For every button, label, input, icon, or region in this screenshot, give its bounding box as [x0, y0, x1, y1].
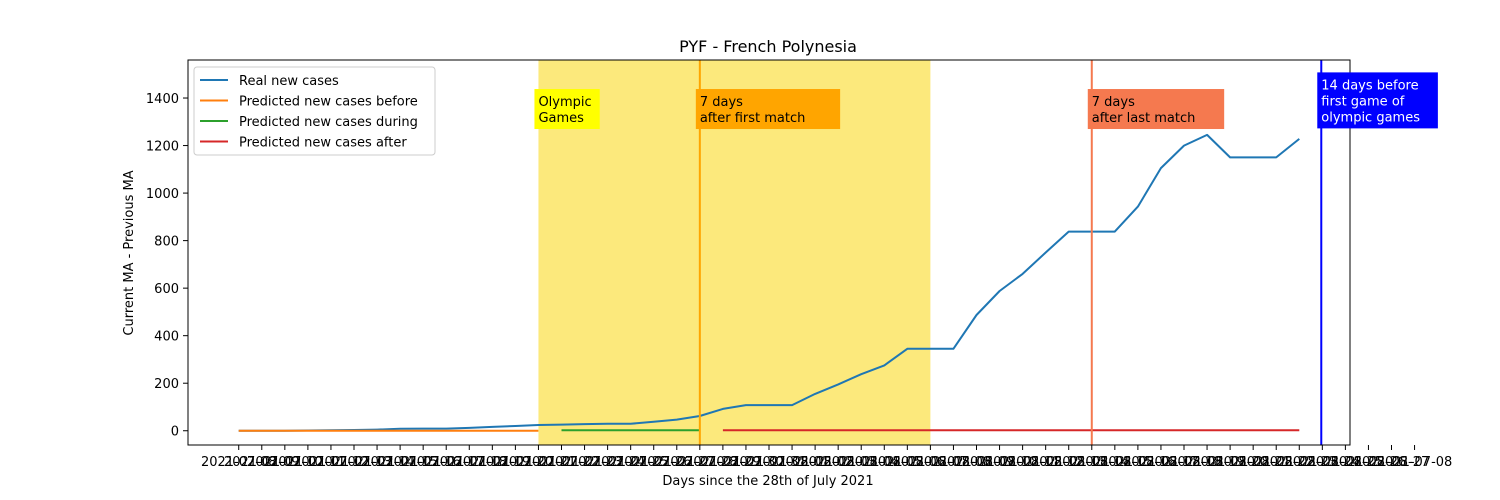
y-tick-label-7: 1400	[146, 92, 179, 107]
x-tick-label-48: 2021-08-25	[1308, 455, 1384, 470]
chart-title: PYF - French Polynesia	[679, 37, 857, 56]
legend-label-3: Predicted new cases after	[239, 136, 407, 151]
plot-area: 02004006008001000120014002021-07-082021-…	[146, 59, 1453, 470]
annotation-text-0-1: Games	[538, 111, 584, 126]
x-tick-label-27: 2021-08-04	[823, 455, 899, 470]
annotation-text-3-0: 14 days before	[1321, 78, 1418, 93]
legend: Real new cases Predicted new cases before…	[193, 66, 436, 156]
annotation-text-2-0: 7 days	[1092, 95, 1135, 110]
x-axis-label: Days since the 28th of July 2021	[662, 474, 873, 489]
y-tick-label-1: 200	[154, 377, 179, 392]
x-tick-label-47: 2021-08-24	[1285, 455, 1361, 470]
legend-label-2: Predicted new cases during	[239, 115, 418, 130]
x-tick-label-13: 2021-07-21	[501, 455, 577, 470]
y-tick-label-3: 600	[154, 282, 179, 297]
x-tick-label-25: 2021-08-02	[777, 455, 853, 470]
x-tick-label-17: 2021-07-25	[593, 455, 669, 470]
x-tick-label-41: 2021-08-18	[1146, 455, 1222, 470]
x-tick-label-24: 2021-08-01	[754, 455, 830, 470]
x-tick-label-46: 2021-08-23	[1261, 455, 1337, 470]
y-tick-label-5: 1000	[146, 187, 179, 202]
annotation-text-1-1: after first match	[700, 111, 806, 126]
annotation-text-2-1: after last match	[1092, 111, 1196, 126]
annotation-box-2	[1087, 89, 1225, 130]
x-tick-label-36: 2021-08-13	[1031, 455, 1107, 470]
y-tick-label-4: 800	[154, 235, 179, 250]
x-tick-label-32: 2021-08-09	[939, 455, 1015, 470]
x-tick-label-19: 2021-07-27	[639, 455, 715, 470]
x-tick-label-44: 2021-08-21	[1215, 455, 1291, 470]
x-tick-label-29: 2021-08-06	[870, 455, 946, 470]
x-tick-label-20: 2021-07-28	[662, 455, 738, 470]
x-tick-label-6: 2021-07-14	[339, 455, 415, 470]
x-tick-label-33: 2021-08-10	[962, 455, 1038, 470]
x-tick-label-26: 2021-08-03	[800, 455, 876, 470]
x-tick-label-11: 2021-07-19	[455, 455, 531, 470]
legend-frame	[193, 66, 436, 156]
x-tick-label-40: 2021-08-17	[1123, 455, 1199, 470]
x-tick-label-15: 2021-07-23	[547, 455, 623, 470]
annotation-box-3	[1317, 72, 1438, 129]
x-tick-label-51: 2021-07-08	[1377, 455, 1453, 470]
x-tick-label-39: 2021-08-16	[1100, 455, 1176, 470]
x-tick-label-8: 2021-07-16	[385, 455, 461, 470]
x-tick-label-30: 2021-08-07	[893, 455, 969, 470]
x-tick-label-4: 2021-07-12	[293, 455, 369, 470]
y-axis-label: Current MA - Previous MA	[122, 170, 137, 335]
x-tick-label-22: 2021-07-30	[708, 455, 784, 470]
x-tick-label-37: 2021-08-14	[1054, 455, 1130, 470]
x-tick-label-28: 2021-08-05	[846, 455, 922, 470]
x-tick-label-10: 2021-07-18	[431, 455, 507, 470]
x-tick-label-50: 2021-08-27	[1354, 455, 1430, 470]
x-tick-label-0: 2021-07-08	[201, 455, 277, 470]
y-tick-label-6: 1200	[146, 140, 179, 155]
annotation-text-1-0: 7 days	[700, 95, 743, 110]
annotation-text-0-0: Olympic	[538, 95, 591, 110]
legend-label-0: Real new cases	[239, 74, 339, 89]
y-tick-label-2: 400	[154, 330, 179, 345]
legend-label-1: Predicted new cases before	[239, 95, 418, 110]
x-tick-label-21: 2021-07-29	[685, 455, 761, 470]
annotation-text-3-2: olympic games	[1321, 110, 1420, 125]
annotation-box-0	[534, 89, 600, 130]
x-tick-label-45: 2021-08-22	[1238, 455, 1314, 470]
x-tick-label-31: 2021-08-08	[916, 455, 992, 470]
x-tick-label-7: 2021-07-15	[362, 455, 438, 470]
x-tick-label-42: 2021-08-19	[1169, 455, 1245, 470]
x-tick-label-3: 2021-07-11	[270, 455, 346, 470]
x-tick-label-16: 2021-07-24	[570, 455, 646, 470]
x-tick-label-5: 2021-07-13	[316, 455, 392, 470]
x-tick-label-18: 2021-07-26	[616, 455, 692, 470]
annotation-box-1	[695, 89, 841, 130]
x-tick-label-1: 2021-07-09	[224, 455, 300, 470]
x-tick-label-43: 2021-08-20	[1192, 455, 1268, 470]
x-tick-label-14: 2021-07-22	[524, 455, 600, 470]
x-tick-label-9: 2021-07-17	[408, 455, 484, 470]
x-tick-label-38: 2021-08-15	[1077, 455, 1153, 470]
x-tick-label-34: 2021-08-11	[985, 455, 1061, 470]
series-line-0	[238, 133, 1300, 432]
x-tick-label-35: 2021-08-12	[1008, 455, 1084, 470]
x-tick-label-12: 2021-07-20	[478, 455, 554, 470]
x-tick-label-49: 2021-08-26	[1331, 455, 1407, 470]
annotation-text-3-1: first game of	[1321, 94, 1405, 109]
x-tick-label-23: 2021-07-31	[731, 455, 807, 470]
y-tick-label-0: 0	[171, 425, 179, 440]
x-tick-label-2: 2021-07-10	[247, 455, 323, 470]
